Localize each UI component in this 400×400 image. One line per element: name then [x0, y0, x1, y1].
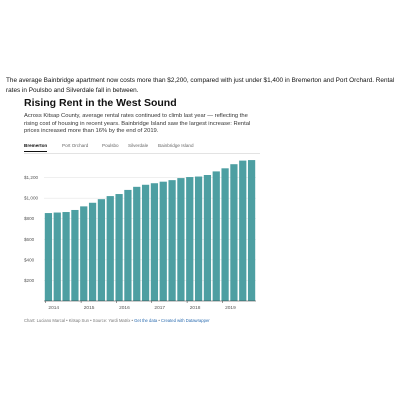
tab-silverdale[interactable]: Silverdale [128, 143, 149, 148]
bar[interactable] [71, 209, 79, 301]
bar[interactable] [239, 160, 247, 301]
bar[interactable] [247, 160, 256, 301]
tab-port-orchard[interactable]: Port Orchard [62, 143, 89, 148]
bar[interactable] [53, 212, 61, 301]
bar[interactable] [177, 178, 185, 301]
y-tick-label: $800 [24, 216, 35, 221]
city-tabs: Bremerton Port Orchard Poulsbo Silverdal… [24, 141, 260, 154]
bar[interactable] [141, 184, 150, 301]
tab-bainbridge-island[interactable]: Bainbridge Island [158, 143, 194, 148]
chart-footer: Chart: Luciano Marcal • Kitsap Sun • Sou… [24, 318, 210, 323]
bar[interactable] [186, 177, 194, 301]
bar[interactable] [159, 181, 167, 301]
bar[interactable] [62, 212, 70, 301]
bar[interactable] [133, 186, 141, 301]
chart-title: Rising Rent in the West Sound [24, 97, 177, 109]
y-tick-label: $1,000 [24, 196, 38, 201]
bar[interactable] [221, 168, 229, 301]
x-tick-label: 2016 [119, 305, 130, 311]
bar[interactable] [203, 175, 212, 301]
bar[interactable] [230, 164, 238, 301]
bar[interactable] [150, 183, 159, 301]
article-intro: The average Bainbridge apartment now cos… [6, 77, 395, 94]
x-tick-label: 2017 [154, 305, 165, 311]
bar[interactable] [106, 196, 114, 301]
bar[interactable] [88, 202, 97, 301]
y-tick-label: $200 [24, 278, 35, 283]
chart-description: Across Kitsap County, average rental rat… [24, 113, 251, 135]
y-tick-label: $400 [24, 257, 35, 262]
tab-bremerton[interactable]: Bremerton [24, 141, 48, 152]
get-data-link[interactable]: Get the data [134, 318, 158, 323]
bar[interactable] [115, 194, 123, 301]
footer-credit: Chart: Luciano Marcal • Kitsap Sun • Sou… [24, 318, 133, 323]
bar[interactable] [124, 189, 132, 301]
x-tick-label: 2014 [48, 305, 59, 311]
bar[interactable] [194, 176, 203, 301]
bar[interactable] [80, 206, 88, 301]
y-tick-label: $1,200 [24, 175, 38, 180]
bar[interactable] [212, 171, 220, 301]
x-tick-label: 2015 [84, 305, 95, 311]
datawrapper-link[interactable]: Created with Datawrapper [161, 318, 210, 323]
rent-bar-chart: $200 $400 $600 $800 $1,000 $1,200 2014 2015 2016… [24, 160, 256, 311]
tab-poulsbo[interactable]: Poulsbo [102, 143, 119, 148]
chart-embed: Rising Rent in the West Sound Across Kit… [24, 96, 260, 324]
bar[interactable] [97, 199, 106, 301]
bar[interactable] [44, 213, 53, 301]
x-tick-label: 2019 [225, 305, 236, 311]
y-tick-label: $600 [24, 237, 35, 242]
x-tick-label: 2018 [190, 305, 201, 311]
bar[interactable] [168, 180, 176, 301]
